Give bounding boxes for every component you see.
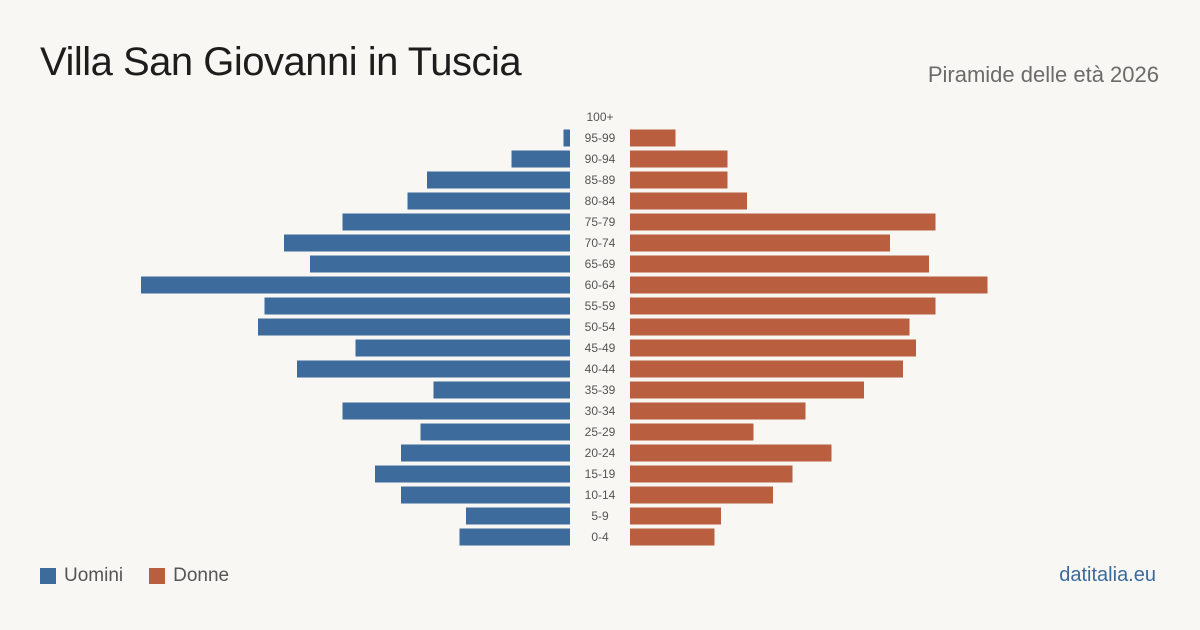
legend-label-women: Donne <box>173 565 230 586</box>
bar-men <box>297 360 570 378</box>
bar-men <box>355 339 570 357</box>
bar-men <box>310 255 570 273</box>
bar-women <box>630 129 676 147</box>
age-label: 90-94 <box>585 152 616 166</box>
legend-item-men: Uomini <box>40 565 123 587</box>
age-label: 45-49 <box>585 341 616 355</box>
legend-label-men: Uomini <box>64 565 124 586</box>
bar-men <box>342 213 570 231</box>
bar-men <box>433 381 570 399</box>
age-label: 20-24 <box>585 446 616 460</box>
age-label: 65-69 <box>585 257 616 271</box>
bar-women <box>630 318 910 336</box>
age-label: 35-39 <box>585 383 616 397</box>
bar-men <box>466 507 570 525</box>
age-label: 75-79 <box>585 215 616 229</box>
site-link[interactable]: datitalia.eu <box>1059 564 1156 586</box>
bar-men <box>407 192 570 210</box>
bar-women <box>630 171 728 189</box>
bar-men <box>420 423 570 441</box>
bar-women <box>630 381 864 399</box>
bar-women <box>630 507 721 525</box>
legend-item-women: Donne <box>149 565 229 587</box>
bar-men <box>375 465 570 483</box>
chart-subtitle: Piramide delle età 2026 <box>927 62 1159 87</box>
bar-women <box>630 402 806 420</box>
bar-women <box>630 276 988 294</box>
age-label: 25-29 <box>585 425 616 439</box>
bar-women <box>630 423 754 441</box>
legend-swatch-men <box>40 568 56 584</box>
bar-women <box>630 192 747 210</box>
bar-women <box>630 465 793 483</box>
bar-women <box>630 486 773 504</box>
bar-men <box>563 129 570 147</box>
bar-women <box>630 339 916 357</box>
age-label: 10-14 <box>585 488 616 502</box>
bar-men <box>511 150 570 168</box>
bar-men <box>401 444 570 462</box>
age-label: 5-9 <box>591 509 609 523</box>
age-label: 85-89 <box>585 173 616 187</box>
bar-men <box>258 318 570 336</box>
bar-men <box>342 402 570 420</box>
age-label: 55-59 <box>585 299 616 313</box>
age-label: 95-99 <box>585 131 616 145</box>
bar-men <box>459 528 570 546</box>
bar-women <box>630 360 903 378</box>
age-label: 30-34 <box>585 404 616 418</box>
bar-men <box>264 297 570 315</box>
bar-men <box>427 171 570 189</box>
legend: Uomini Donne <box>40 565 255 587</box>
age-label: 100+ <box>586 110 613 124</box>
bar-women <box>630 213 936 231</box>
bar-women <box>630 297 936 315</box>
age-label: 40-44 <box>585 362 616 376</box>
age-label: 70-74 <box>585 236 616 250</box>
age-label: 60-64 <box>585 278 616 292</box>
age-label: 50-54 <box>585 320 616 334</box>
bar-women <box>630 528 715 546</box>
bar-women <box>630 150 728 168</box>
bar-women <box>630 444 832 462</box>
bar-women <box>630 234 890 252</box>
bar-men <box>401 486 570 504</box>
chart-title: Villa San Giovanni in Tuscia <box>40 40 522 84</box>
bar-men <box>141 276 570 294</box>
bar-women <box>630 255 929 273</box>
age-label: 0-4 <box>591 530 609 544</box>
age-label: 15-19 <box>585 467 616 481</box>
bar-men <box>284 234 570 252</box>
age-label: 80-84 <box>585 194 616 208</box>
legend-swatch-women <box>149 568 166 584</box>
